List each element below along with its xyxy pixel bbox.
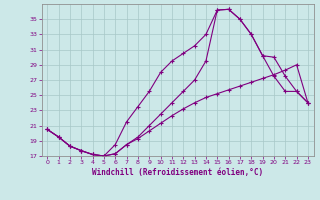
X-axis label: Windchill (Refroidissement éolien,°C): Windchill (Refroidissement éolien,°C): [92, 168, 263, 177]
